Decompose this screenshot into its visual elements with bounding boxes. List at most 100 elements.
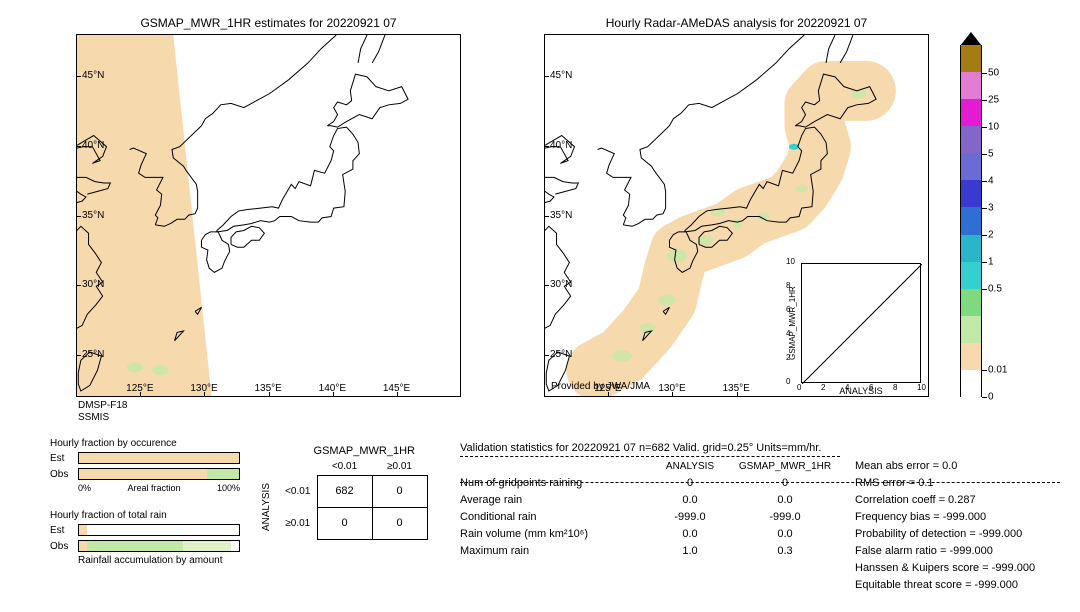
ct-col-1: ≥0.01: [372, 459, 427, 475]
stats-block: Validation statistics for 20220921 07 n=…: [460, 442, 840, 557]
stat-right-line: Correlation coeff = 0.287: [855, 492, 1035, 509]
occ-axis-right: 100%: [217, 483, 240, 493]
bar-row: Obs: [50, 539, 240, 553]
colorbar-label: 3: [988, 203, 994, 214]
left-map: [76, 34, 461, 397]
occ-axis-left: 0%: [78, 483, 91, 493]
bar-row-label: Obs: [50, 541, 78, 552]
totalrain-footer: Rainfall accumulation by amount: [50, 555, 240, 566]
stat-right-line: False alarm ratio = -999.000: [855, 543, 1035, 560]
scatter-inset: ANALYSIS GSMAP_MWR_1HR: [801, 263, 921, 383]
colorbar-label: 0.5: [988, 284, 1002, 295]
colorbar-label: 10: [988, 122, 999, 133]
lat-tick: 30°N: [550, 279, 572, 290]
lat-tick: 35°N: [82, 210, 104, 221]
colorbar-label: 4: [988, 176, 994, 187]
ct-cell-11: 0: [372, 507, 427, 539]
ct-cell-01: 0: [372, 475, 427, 507]
ct-row-0: <0.01: [279, 475, 317, 507]
stat-val-analysis: 0: [650, 477, 730, 489]
stat-val-gsmap: 0: [730, 477, 840, 489]
totalrain-section: Hourly fraction of total rain Est Obs Rai…: [50, 510, 240, 568]
colorbar-seg: [960, 235, 982, 262]
colorbar-label: 2: [988, 230, 994, 241]
lat-tick: 30°N: [82, 279, 104, 290]
bar-row: Est: [50, 523, 240, 537]
bar: [78, 540, 240, 552]
totalrain-title: Hourly fraction of total rain: [50, 510, 240, 521]
stat-right-line: RMS error = 0.1: [855, 475, 1035, 492]
stat-right-line: Mean abs error = 0.0: [855, 458, 1035, 475]
colorbar-seg: [960, 343, 982, 370]
colorbar-label: 1: [988, 257, 994, 268]
lat-tick: 40°N: [550, 140, 572, 151]
ct-col-0: <0.01: [317, 459, 372, 475]
ct-cell-00: 682: [317, 475, 372, 507]
lat-tick: 45°N: [550, 70, 572, 81]
colorbar-label: 0: [988, 392, 994, 403]
colorbar-label: 5: [988, 149, 994, 160]
stat-val-analysis: 0.0: [650, 528, 730, 540]
colorbar-seg: [960, 126, 982, 153]
bar-row-label: Est: [50, 525, 78, 536]
ct-cell-10: 0: [317, 507, 372, 539]
bar-row: Obs: [50, 467, 240, 481]
stat-val-gsmap: 0.3: [730, 545, 840, 557]
stat-key: Conditional rain: [460, 511, 650, 523]
stats-title: Validation statistics for 20220921 07 n=…: [460, 442, 840, 454]
bar: [78, 468, 240, 480]
contingency-title: GSMAP_MWR_1HR: [261, 445, 428, 457]
colorbar-seg: [960, 153, 982, 180]
bar: [78, 452, 240, 464]
left-map-svg: [77, 35, 460, 396]
occ-axis-mid: Areal fraction: [127, 483, 180, 493]
colorbar-seg: [960, 99, 982, 126]
bar-row-label: Est: [50, 453, 78, 464]
stat-key: Rain volume (mm km²10⁶): [460, 528, 650, 540]
stat-key: Num of gridpoints raining: [460, 477, 650, 489]
right-map-title: Hourly Radar-AMeDAS analysis for 2022092…: [544, 16, 929, 30]
bar: [78, 524, 240, 536]
scatter-xlabel: ANALYSIS: [802, 386, 920, 396]
colorbar-seg: [960, 207, 982, 234]
lat-tick: 25°N: [550, 349, 572, 360]
contingency-table: GSMAP_MWR_1HR <0.01≥0.01 ANALYSIS <0.01 …: [261, 445, 428, 540]
bar-row: Est: [50, 451, 240, 465]
stat-right-line: Equitable threat score = -999.000: [855, 577, 1035, 594]
occurrence-section: Hourly fraction by occurence EstObs 0% A…: [50, 438, 240, 493]
stat-key: Maximum rain: [460, 545, 650, 557]
sensor-label-2: SSMIS: [78, 412, 109, 423]
stats-col1: ANALYSIS: [650, 461, 730, 472]
stat-right-line: Frequency bias = -999.000: [855, 509, 1035, 526]
stat-val-analysis: -999.0: [650, 511, 730, 523]
dash-1: [460, 456, 840, 457]
lat-tick: 40°N: [82, 140, 104, 151]
left-map-title: GSMAP_MWR_1HR estimates for 20220921 07: [76, 16, 461, 30]
stats-right: Mean abs error = 0.0RMS error = 0.1Corre…: [855, 458, 1035, 594]
lat-tick: 45°N: [82, 70, 104, 81]
sensor-label-1: DMSP-F18: [78, 400, 127, 411]
ct-row-1: ≥0.01: [279, 507, 317, 539]
stat-key: Average rain: [460, 494, 650, 506]
stats-col2: GSMAP_MWR_1HR: [730, 461, 840, 472]
stat-right-line: Probability of detection = -999.000: [855, 526, 1035, 543]
colorbar-label: 0.01: [988, 365, 1007, 376]
stat-val-gsmap: 0.0: [730, 494, 840, 506]
right-map: Provided by JWA/JMA ANALYSIS GSMAP_MWR_1…: [544, 34, 929, 397]
ct-ylabel: ANALYSIS: [261, 483, 272, 531]
colorbar: 502510543210.50.010: [960, 32, 982, 397]
colorbar-seg: [960, 45, 982, 72]
stat-val-analysis: 0.0: [650, 494, 730, 506]
colorbar-seg: [960, 316, 982, 343]
colorbar-seg: [960, 262, 982, 289]
colorbar-label: 25: [988, 95, 999, 106]
colorbar-seg: [960, 289, 982, 316]
stat-val-gsmap: 0.0: [730, 528, 840, 540]
colorbar-seg: [960, 72, 982, 99]
lat-tick: 25°N: [82, 349, 104, 360]
colorbar-label: 50: [988, 68, 999, 79]
colorbar-arrow-icon: [960, 32, 982, 46]
scatter-svg: [802, 264, 922, 384]
bar-row-label: Obs: [50, 469, 78, 480]
colorbar-seg: [960, 180, 982, 207]
